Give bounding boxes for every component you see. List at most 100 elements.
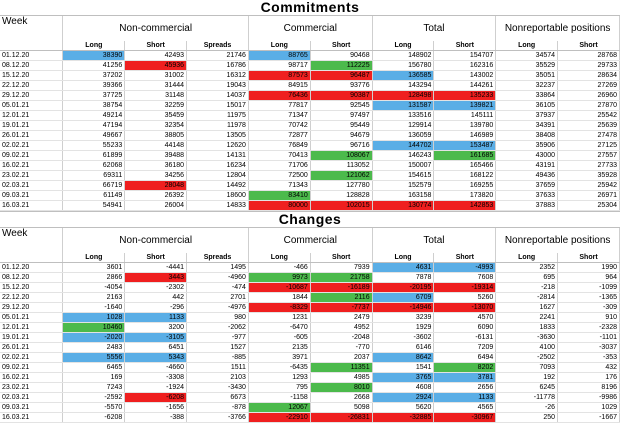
value-cell: 148902	[372, 50, 435, 61]
week-cell: 09.02.21	[0, 362, 64, 373]
value-cell: 27870	[557, 100, 620, 111]
value-cell: 161685	[433, 150, 497, 161]
value-cell: 139780	[433, 120, 497, 131]
table-row: 23.02.21 7243 -1924 -3430 795 8010 4608 2656 624…	[0, 382, 620, 393]
value-cell: 4952	[310, 322, 373, 333]
value-cell: 62068	[62, 160, 126, 171]
value-cell: 49214	[62, 110, 126, 121]
subheader: Short	[310, 253, 373, 263]
value-cell: -388	[124, 412, 188, 423]
value-cell: 11351	[310, 362, 373, 373]
value-cell: -13070	[433, 302, 497, 313]
table-row: 02.03.21 -2592 -6208 6673 -1158 2668 2924 1133-…	[0, 392, 620, 403]
value-cell: 146243	[372, 150, 435, 161]
changes-table: Week Non-commercial Commercial Total Non…	[0, 228, 620, 423]
value-cell: 2479	[310, 312, 373, 323]
week-cell: 08.12.20	[0, 272, 64, 283]
value-cell: -605	[248, 332, 311, 343]
week-cell: 08.12.20	[0, 60, 64, 71]
table-row: 08.12.20 2866 3443 -4960 9973 21758 7878 7608 69…	[0, 272, 620, 283]
value-cell: 6090	[433, 322, 497, 333]
value-cell: 5343	[124, 352, 188, 363]
value-cell: 10460	[62, 322, 126, 333]
value-cell: 695	[495, 272, 559, 283]
subheader: Short	[310, 41, 373, 51]
subheader: Long	[372, 253, 435, 263]
value-cell: 1833	[495, 322, 559, 333]
value-cell: 43191	[495, 160, 559, 171]
value-cell: 18600	[186, 190, 249, 201]
value-cell: -1656	[124, 402, 188, 413]
table-row: 16.03.21 -6208 -388 -3766 -22910 -26831 -32885…	[0, 412, 620, 423]
value-cell: 43000	[495, 150, 559, 161]
value-cell: -4054	[62, 282, 126, 293]
value-cell: 37725	[62, 90, 126, 101]
value-cell: 61899	[62, 150, 126, 161]
value-cell: -32885	[372, 412, 435, 423]
table-row: 22.12.20 2163 442 2701 1844 2116 6709 5260 -2814…	[0, 292, 620, 303]
week-cell: 29.12.20	[0, 302, 64, 313]
value-cell: 26960	[557, 90, 620, 101]
value-cell: 442	[124, 292, 188, 303]
value-cell: 4570	[433, 312, 497, 323]
value-cell: 2668	[310, 392, 373, 403]
value-cell: 15017	[186, 100, 249, 111]
value-cell: 146989	[433, 130, 497, 141]
value-cell: 34391	[495, 120, 559, 131]
noncommercial-header: Non-commercial	[62, 16, 249, 41]
value-cell: 31444	[124, 80, 188, 91]
value-cell: 144261	[433, 80, 497, 91]
value-cell: -1365	[557, 292, 620, 303]
value-cell: -474	[186, 282, 249, 293]
value-cell: 7939	[310, 262, 373, 273]
value-cell: 153487	[433, 140, 497, 151]
week-cell: 23.02.21	[0, 170, 64, 181]
value-cell: 1844	[248, 292, 311, 303]
value-cell: -1640	[62, 302, 126, 313]
subheader: Long	[248, 253, 311, 263]
week-cell: 16.02.21	[0, 372, 64, 383]
value-cell: 35459	[124, 110, 188, 121]
week-cell: 26.01.21	[0, 130, 64, 141]
value-cell: 54941	[62, 200, 126, 211]
table-row: 12.01.21 49214 35459 11975 71347 97497 133516 1…	[0, 110, 620, 121]
table-row: 26.01.21 2483 6451 1527 2135 -770 6146 7209 4100…	[0, 342, 620, 353]
table-row: 09.03.21 61149 26392 18600 83410 128828 163158…	[0, 190, 620, 201]
value-cell: -296	[124, 302, 188, 313]
value-cell: 7243	[62, 382, 126, 393]
subheader-row: Long Short Spreads Long Short Long Short…	[0, 253, 620, 263]
value-cell: 5620	[372, 402, 435, 413]
nonreportable-header: Nonreportable positions	[495, 228, 620, 253]
value-cell: 16234	[186, 160, 249, 171]
subheader: Short	[433, 253, 497, 263]
week-cell: 16.03.21	[0, 412, 64, 423]
value-cell: 136585	[372, 70, 435, 81]
value-cell: 250	[495, 412, 559, 423]
value-cell: -1667	[557, 412, 620, 423]
value-cell: 21758	[310, 272, 373, 283]
value-cell: -7737	[310, 302, 373, 313]
value-cell: 38390	[62, 50, 126, 61]
value-cell: 87573	[248, 70, 311, 81]
value-cell: 76849	[248, 140, 311, 151]
value-cell: 113052	[310, 160, 373, 171]
value-cell: 42493	[124, 50, 188, 61]
value-cell: 795	[248, 382, 311, 393]
value-cell: 102015	[310, 200, 373, 211]
value-cell: 9973	[248, 272, 311, 283]
value-cell: -6208	[124, 392, 188, 403]
value-cell: 12804	[186, 170, 249, 181]
week-cell: 09.03.21	[0, 190, 64, 201]
value-cell: 129914	[372, 120, 435, 131]
value-cell: 3781	[433, 372, 497, 383]
value-cell: -2328	[557, 322, 620, 333]
value-cell: 93776	[310, 80, 373, 91]
value-cell: 31148	[124, 90, 188, 101]
week-cell: 19.01.21	[0, 120, 64, 131]
value-cell: -1158	[248, 392, 311, 403]
value-cell: 25942	[557, 180, 620, 191]
value-cell: 162316	[433, 60, 497, 71]
value-cell: -9986	[557, 392, 620, 403]
value-cell: -6470	[248, 322, 311, 333]
value-cell: 26004	[124, 200, 188, 211]
